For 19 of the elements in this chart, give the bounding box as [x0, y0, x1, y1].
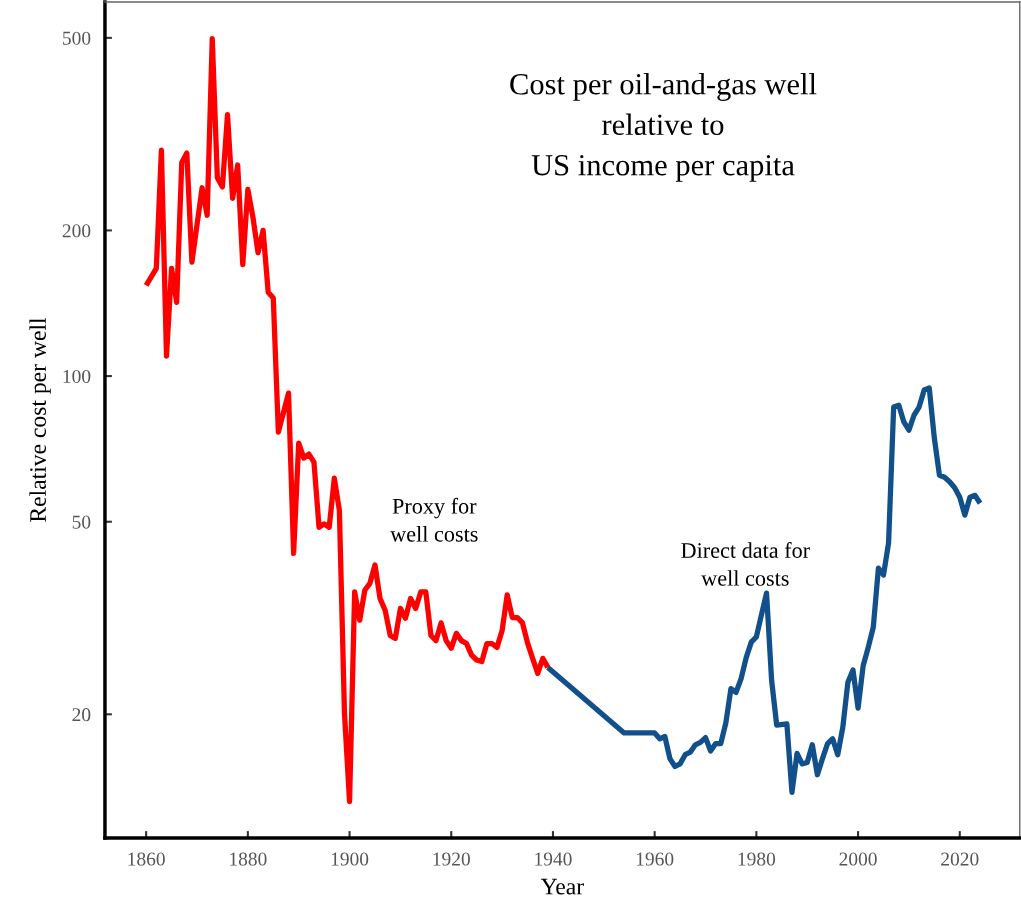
- annotation: Proxy for well costs: [390, 497, 478, 542]
- y-axis-title: Relative cost per well: [29, 317, 51, 522]
- x-tick-label: 1960: [636, 852, 674, 866]
- x-tick-label: 1980: [738, 852, 776, 866]
- x-tick-label: 2000: [839, 852, 877, 866]
- y-tick-label: 500: [63, 31, 91, 45]
- x-tick-label: 1920: [433, 852, 470, 866]
- x-tick-label: 1900: [331, 852, 369, 866]
- y-tick-label: 20: [72, 708, 91, 722]
- y-tick-label: 200: [62, 224, 91, 238]
- text: Cost per oil-and-gas well relative to US income per capita: [510, 73, 817, 182]
- annotation: Direct data for well costs: [681, 542, 810, 586]
- x-tick-label: 2020: [941, 852, 979, 866]
- y-tick-label: 100: [63, 369, 91, 384]
- x-axis-title: Year: [540, 878, 584, 895]
- x-tick-label: 1940: [535, 852, 572, 866]
- y-tick-label: 50: [72, 515, 91, 529]
- x-tick-label: 1860: [128, 852, 165, 866]
- x-tick-label: 1880: [230, 852, 267, 866]
